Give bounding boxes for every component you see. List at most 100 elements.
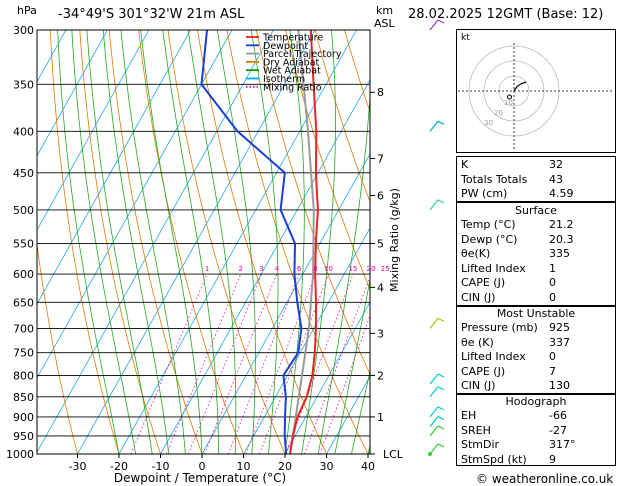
legend-label: Isotherm xyxy=(263,74,305,85)
param-row: PW (cm) 4.59 xyxy=(461,187,611,201)
param-name: CIN (J) xyxy=(461,379,496,392)
pressure-tick-label: 700 xyxy=(13,322,34,335)
pressure-tick-label: 500 xyxy=(13,204,34,217)
km-tick-label: 1 xyxy=(377,411,384,424)
x-tick-label: -30 xyxy=(69,460,87,473)
surface-title: Surface xyxy=(515,204,557,217)
param-value: 925 xyxy=(549,321,570,334)
param-name: StmDir xyxy=(461,438,500,451)
wet-adiabat-line xyxy=(120,30,186,454)
param-value: 335 xyxy=(549,247,570,260)
surface-wind-dot xyxy=(428,452,432,456)
legend-label: Temperature xyxy=(262,33,323,44)
param-name: PW (cm) xyxy=(461,187,508,200)
param-row: CAPE (J) 0 xyxy=(461,276,611,290)
wind-barb-staff xyxy=(429,373,439,385)
param-value: -66 xyxy=(549,409,567,422)
mixing-ratio-label: 2 xyxy=(238,265,242,273)
param-value: 0 xyxy=(549,350,556,363)
param-row: CAPE (J) 7 xyxy=(461,365,611,379)
legend-label: Parcel Trajectory xyxy=(263,49,342,60)
param-name: Dewp (°C) xyxy=(461,232,518,246)
hodograph-ring-label: 30 xyxy=(484,119,493,127)
pressure-tick-label: 650 xyxy=(13,296,34,309)
param-row: CIN (J) 0 xyxy=(461,291,611,305)
param-row: Totals Totals 43 xyxy=(461,173,611,187)
dry-adiabat-line xyxy=(167,30,286,454)
param-name: Temp (°C) xyxy=(461,218,516,231)
wind-barb-flag xyxy=(437,416,445,421)
indices-panel: K 32 Totals Totals 43 PW (cm) 4.59 xyxy=(456,156,616,202)
most-unstable-title: Most Unstable xyxy=(496,307,576,320)
pressure-tick-label: 750 xyxy=(13,347,34,360)
wind-barb-staff xyxy=(429,120,439,132)
pressure-tick-label: 950 xyxy=(13,430,34,443)
legend-label: Mixing Ratio xyxy=(263,82,322,93)
param-name: StmSpd (kt) xyxy=(461,452,527,466)
most-unstable-panel: Most Unstable Pressure (mb) 925 θe (K) 337 L… xyxy=(456,306,616,394)
wind-barb-flag xyxy=(437,317,445,322)
mixing-ratio-label: 25 xyxy=(381,265,390,273)
mixing-ratio-line xyxy=(204,273,278,454)
param-name: CIN (J) xyxy=(461,290,496,304)
param-value: 32 xyxy=(549,158,563,171)
pressure-tick-label: 1000 xyxy=(6,448,34,461)
isotherm-line xyxy=(284,301,370,454)
km-tick-label: 3 xyxy=(377,327,384,340)
wind-barb-flag xyxy=(437,19,445,24)
param-name: CAPE (J) xyxy=(461,276,506,289)
legend-label: Dry Adiabat xyxy=(263,57,320,68)
background-lines xyxy=(37,30,370,454)
wet-adiabat-line xyxy=(351,369,370,454)
x-tick-label: -10 xyxy=(152,460,170,473)
param-name: θe(K) xyxy=(461,247,491,260)
x-tick-label: -20 xyxy=(110,460,128,473)
param-name: K xyxy=(461,158,469,171)
param-value: 7 xyxy=(549,364,556,378)
wind-barb-staff xyxy=(429,416,439,427)
dry-adiabat-line xyxy=(50,30,120,454)
pressure-tick-label: 600 xyxy=(13,268,34,281)
legend-label: Wet Adiabat xyxy=(263,66,321,77)
km-tick-label: 7 xyxy=(377,152,384,165)
wind-barb-staff xyxy=(429,406,439,418)
pressure-tick-label: 450 xyxy=(13,167,34,180)
dewpoint-line xyxy=(200,30,303,454)
legend-label: Dewpoint xyxy=(263,41,308,52)
hodograph-ring-label: 20 xyxy=(494,109,503,117)
pressure-tick-label: 350 xyxy=(13,78,34,91)
isotherm-line xyxy=(201,153,370,454)
wet-adiabat-line xyxy=(317,89,370,454)
datetime-title: 28.02.2025 12GMT (Base: 12) xyxy=(408,7,604,22)
mixing-ratio-label: 1 xyxy=(205,265,209,273)
isotherm-line xyxy=(160,79,370,454)
isotherm-line xyxy=(37,30,108,157)
axes: 3003504004505005506006507007508008509009… xyxy=(6,24,404,473)
param-row: Lifted Index 0 xyxy=(461,350,611,364)
wind-barb-flag xyxy=(437,386,445,391)
mixing-ratio-line xyxy=(166,273,242,454)
mixing-ratio-label: 10 xyxy=(324,265,333,273)
param-row: Lifted Index 1 xyxy=(461,262,611,276)
surface-panel: Surface Temp (°C) 21.2 Dewp (°C) 20.3 θe(K) 3… xyxy=(456,202,616,306)
height-unit-label: km xyxy=(376,4,394,17)
km-tick-label: 8 xyxy=(377,86,384,99)
location-title: -34°49'S 301°32'W 21m ASL xyxy=(58,7,245,22)
mixing-ratio-label: 6 xyxy=(297,265,302,273)
param-row: StmSpd (kt) 9 xyxy=(461,453,611,467)
temperature-line xyxy=(289,30,319,454)
dry-adiabat-line xyxy=(108,30,203,454)
y-axis-label-mixing-ratio: Mixing Ratio (g/kg) xyxy=(388,188,401,292)
param-row: Temp (°C) 21.2 xyxy=(461,218,611,232)
mixing-ratio-line xyxy=(259,273,329,454)
km-tick-label: 2 xyxy=(377,369,384,382)
mixing-ratio-label: 8 xyxy=(313,265,317,273)
km-tick-label: 6 xyxy=(377,190,384,203)
mixing-ratio-label: 15 xyxy=(349,265,358,273)
wind-barb-staff xyxy=(429,199,439,211)
dry-adiabat-line xyxy=(197,30,327,454)
wind-barb-flag xyxy=(437,425,445,430)
x-tick-label: 0 xyxy=(199,460,206,473)
